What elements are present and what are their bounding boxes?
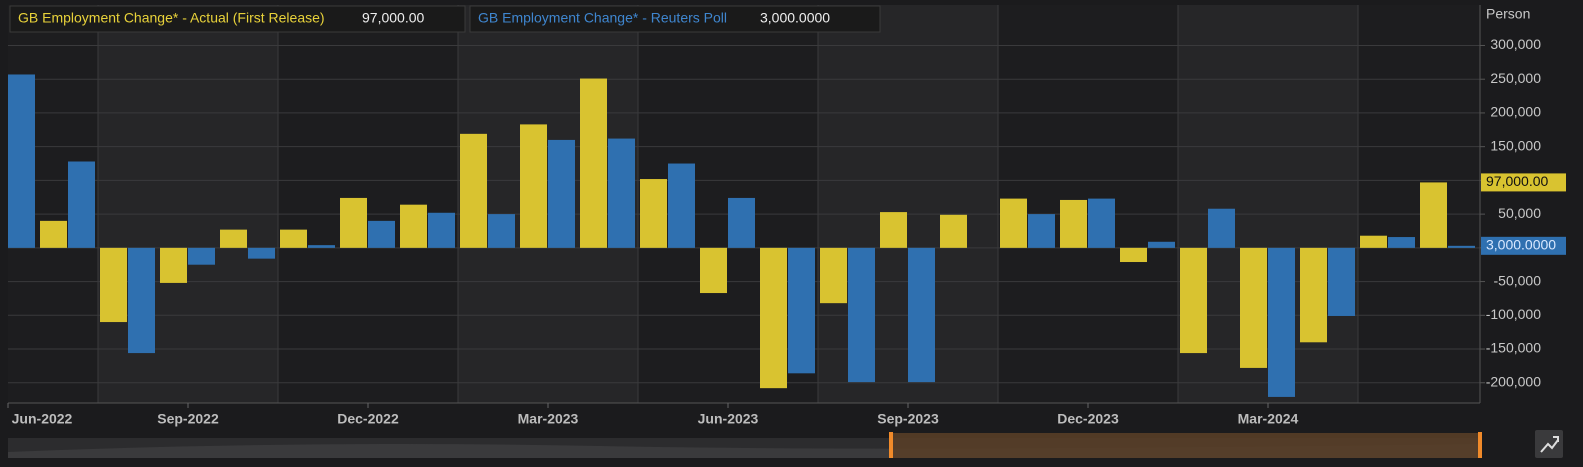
bars	[0, 74, 1475, 397]
bar	[1448, 245, 1475, 248]
bar	[1120, 247, 1147, 263]
bar	[520, 124, 547, 248]
bar	[580, 78, 607, 248]
bar	[1060, 199, 1087, 248]
y-tick-label: -150,000	[1486, 340, 1541, 356]
legend-value: 97,000.00	[362, 10, 424, 26]
bar	[788, 247, 815, 374]
bar	[1000, 198, 1027, 248]
bar	[940, 214, 967, 248]
bar	[640, 179, 667, 248]
bar	[668, 163, 695, 248]
bar	[368, 220, 395, 248]
x-tick-label: Sep-2023	[877, 411, 939, 427]
y-tick-label: 150,000	[1490, 137, 1541, 153]
bar	[280, 229, 307, 248]
bar	[188, 247, 215, 265]
bar	[488, 214, 515, 248]
navigator-handle[interactable]	[889, 432, 893, 458]
legend-box[interactable]	[9, 5, 466, 33]
zoom-icon	[1540, 436, 1559, 453]
bar	[608, 138, 635, 248]
x-tick-label: Dec-2022	[337, 411, 399, 427]
x-tick-label: Mar-2023	[518, 411, 579, 427]
bar	[340, 197, 367, 248]
bar	[160, 247, 187, 283]
bar	[848, 247, 875, 383]
y-tick-label: -100,000	[1486, 306, 1541, 322]
bar	[1208, 208, 1235, 248]
bar	[1028, 214, 1055, 248]
value-tag	[1481, 173, 1566, 192]
legend-box[interactable]	[469, 5, 881, 33]
bar	[1180, 247, 1207, 354]
bar	[1420, 182, 1447, 248]
bar	[728, 197, 755, 248]
x-tick-label: Sep-2022	[157, 411, 219, 427]
bar	[1148, 241, 1175, 248]
x-tick-label: Mar-2024	[1238, 411, 1299, 427]
y-tick-label: -200,000	[1486, 373, 1541, 389]
unit-label: Person	[1486, 6, 1530, 22]
bar	[700, 247, 727, 294]
bar	[1268, 247, 1295, 397]
bar	[1328, 247, 1355, 316]
plot-band	[98, 5, 278, 403]
bar	[8, 74, 35, 248]
x-tick-label: Dec-2023	[1057, 411, 1119, 427]
navigator-selection[interactable]	[891, 433, 1480, 458]
bar	[1088, 198, 1115, 248]
bar	[100, 247, 127, 323]
bar	[220, 229, 247, 248]
bar	[880, 212, 907, 248]
y-tick-label: 300,000	[1490, 36, 1541, 52]
legend-label: GB Employment Change* - Actual (First Re…	[18, 10, 325, 26]
bar	[1240, 247, 1267, 368]
y-tick-label: 250,000	[1490, 70, 1541, 86]
value-tag-label: 3,000.0000	[1486, 237, 1556, 253]
bar	[908, 247, 935, 383]
bar	[40, 220, 67, 248]
x-tick-label: Jun-2023	[698, 411, 759, 427]
bar	[1388, 237, 1415, 248]
bar	[128, 247, 155, 354]
bar	[1300, 247, 1327, 343]
bar	[0, 140, 7, 248]
bar	[428, 212, 455, 248]
bar	[820, 247, 847, 304]
y-tick-label: 200,000	[1490, 104, 1541, 120]
bar	[308, 245, 335, 248]
bar	[760, 247, 787, 389]
value-tag-label: 97,000.00	[1486, 173, 1548, 189]
legend-label: GB Employment Change* - Reuters Poll	[478, 10, 727, 26]
bar	[400, 204, 427, 248]
bar	[460, 133, 487, 248]
bar	[548, 139, 575, 248]
x-tick-label: Jun-2022	[12, 411, 73, 427]
bar	[248, 247, 275, 259]
legend-value: 3,000.0000	[760, 10, 830, 26]
bar	[68, 161, 95, 248]
value-tag	[1481, 236, 1566, 255]
navigator-handle[interactable]	[1478, 432, 1482, 458]
bar	[1360, 235, 1387, 248]
y-tick-label: 50,000	[1498, 205, 1541, 221]
y-tick-label: -50,000	[1494, 272, 1542, 288]
